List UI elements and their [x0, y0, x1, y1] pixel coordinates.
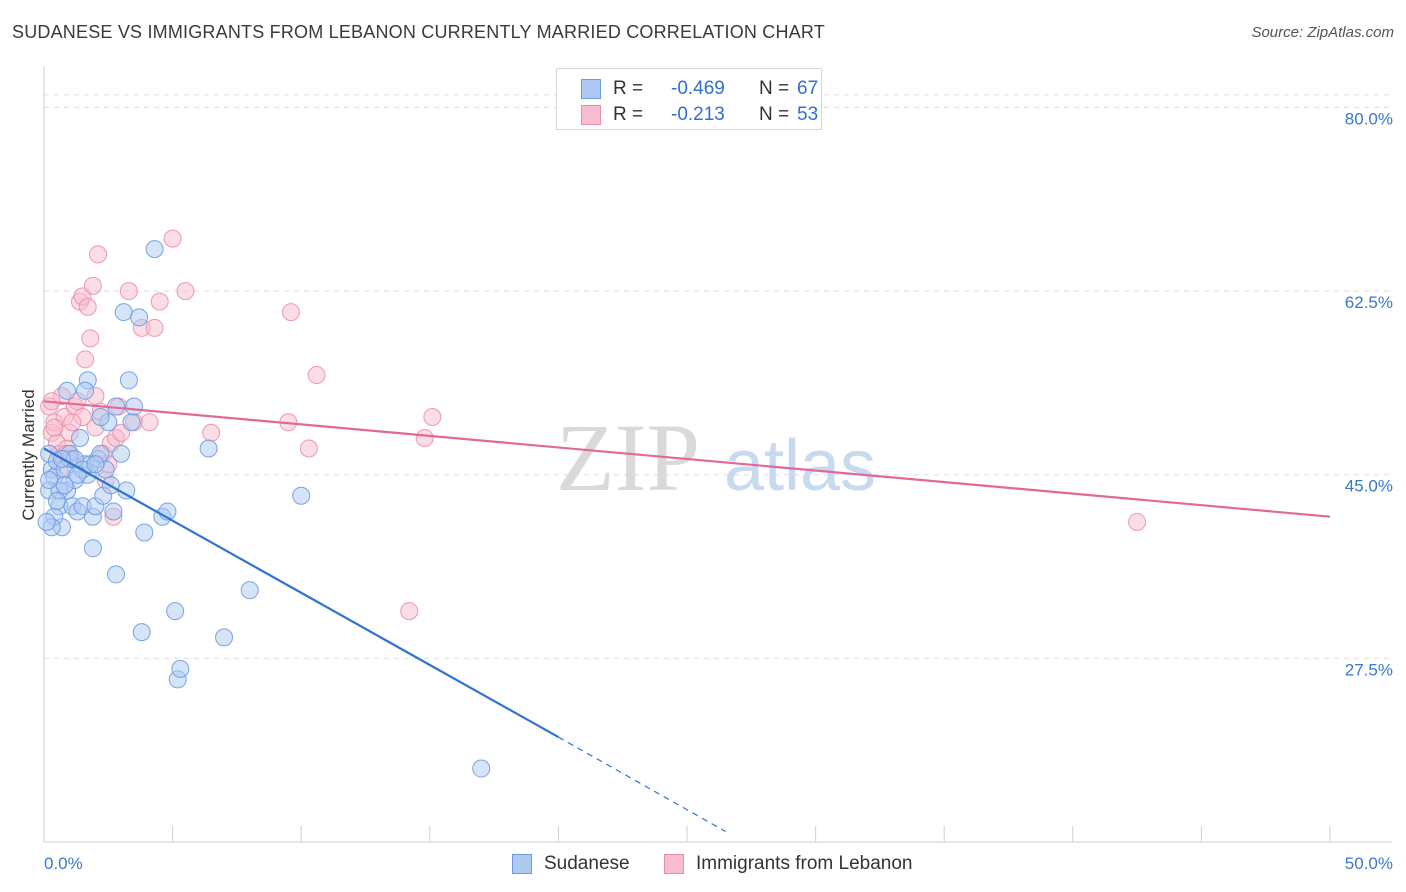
- sudanese-point: [240, 581, 259, 600]
- sudanese-point: [135, 523, 154, 542]
- lebanon-point: [1128, 512, 1147, 531]
- legend-label: Immigrants from Lebanon: [696, 853, 913, 874]
- r-value: -0.213: [671, 104, 725, 125]
- sudanese-swatch: [581, 79, 601, 99]
- y-tick-label: 27.5%: [1345, 660, 1393, 679]
- sudanese-point: [215, 628, 234, 647]
- source-credit: Source: ZipAtlas.com: [1251, 24, 1394, 41]
- watermark-atlas: atlas: [724, 426, 876, 506]
- sudanese-point: [145, 240, 164, 259]
- sudanese-point: [132, 623, 151, 642]
- sudanese-point: [104, 502, 123, 521]
- lebanon-point: [119, 282, 138, 301]
- sudanese-point: [122, 413, 141, 432]
- sudanese-point: [125, 397, 144, 416]
- lebanon-point: [150, 292, 169, 311]
- sudanese-point: [86, 455, 105, 474]
- r-label: R =: [613, 104, 644, 125]
- sudanese-point: [112, 444, 131, 463]
- lebanon-point: [202, 423, 221, 442]
- r-value: -0.469: [671, 78, 725, 99]
- lebanon-point: [83, 276, 102, 295]
- y-tick-label: 45.0%: [1345, 477, 1393, 496]
- sudanese-point: [37, 512, 56, 531]
- sudanese-point: [472, 759, 491, 778]
- lebanon-point: [299, 439, 318, 458]
- sudanese-point: [47, 491, 66, 510]
- sudanese-point: [91, 408, 110, 427]
- lebanon-swatch: [581, 105, 601, 125]
- lebanon-point: [145, 318, 164, 337]
- sudanese-point: [199, 439, 218, 458]
- n-value: 53: [797, 104, 819, 125]
- sudanese-point: [171, 659, 190, 678]
- lebanon-point: [45, 418, 64, 437]
- gridlines: [44, 94, 1392, 659]
- sudanese-point: [83, 539, 102, 558]
- y-axis-label: Currently Married: [19, 389, 38, 520]
- sudanese-swatch: [512, 854, 532, 874]
- sudanese-point: [292, 486, 311, 505]
- lebanon-point: [423, 408, 442, 427]
- sudanese-point: [119, 371, 138, 390]
- sudanese-point: [130, 308, 149, 327]
- lebanon-point: [78, 297, 97, 316]
- sudanese-trend-extension: [558, 736, 726, 833]
- lebanon-point: [89, 245, 108, 264]
- n-label: N =: [759, 104, 790, 125]
- sudanese-point: [114, 303, 133, 322]
- lebanon-point: [163, 229, 182, 248]
- lebanon-point: [415, 429, 434, 448]
- stats-legend: R = -0.469 N = 67 R = -0.213 N = 53: [556, 68, 822, 130]
- r-label: R =: [613, 78, 644, 99]
- x-tick-label: 50.0%: [1345, 854, 1393, 873]
- lebanon-swatch: [664, 854, 684, 874]
- x-tick-label: 0.0%: [44, 854, 83, 873]
- n-label: N =: [759, 78, 790, 99]
- lebanon-point: [176, 282, 195, 301]
- lebanon-trend-line: [43, 400, 1331, 518]
- lebanon-point: [63, 413, 82, 432]
- sudanese-point: [40, 470, 59, 489]
- sudanese-point: [68, 465, 87, 484]
- legend-label: Sudanese: [544, 853, 630, 874]
- chart-title: SUDANESE VS IMMIGRANTS FROM LEBANON CURR…: [12, 22, 825, 42]
- lebanon-point: [76, 350, 95, 369]
- sudanese-point: [76, 381, 95, 400]
- y-tick-label: 62.5%: [1345, 293, 1393, 312]
- axes: [43, 66, 1392, 843]
- sudanese-point: [71, 429, 90, 448]
- lebanon-point: [81, 329, 100, 348]
- sudanese-points: [37, 240, 491, 778]
- sudanese-point: [58, 381, 77, 400]
- lebanon-point: [140, 413, 159, 432]
- lebanon-point: [307, 366, 326, 385]
- trend-lines: [43, 400, 1331, 833]
- lebanon-point: [281, 303, 300, 322]
- sudanese-point: [107, 565, 126, 584]
- n-value: 67: [797, 78, 819, 99]
- sudanese-point: [166, 602, 185, 621]
- watermark: ZIP atlas: [556, 404, 876, 511]
- lebanon-point: [400, 602, 419, 621]
- sudanese-trend-line: [43, 447, 559, 739]
- y-tick-label: 80.0%: [1345, 109, 1393, 128]
- tick-labels: 27.5% 45.0% 62.5% 80.0% 0.0% 50.0%: [44, 109, 1393, 873]
